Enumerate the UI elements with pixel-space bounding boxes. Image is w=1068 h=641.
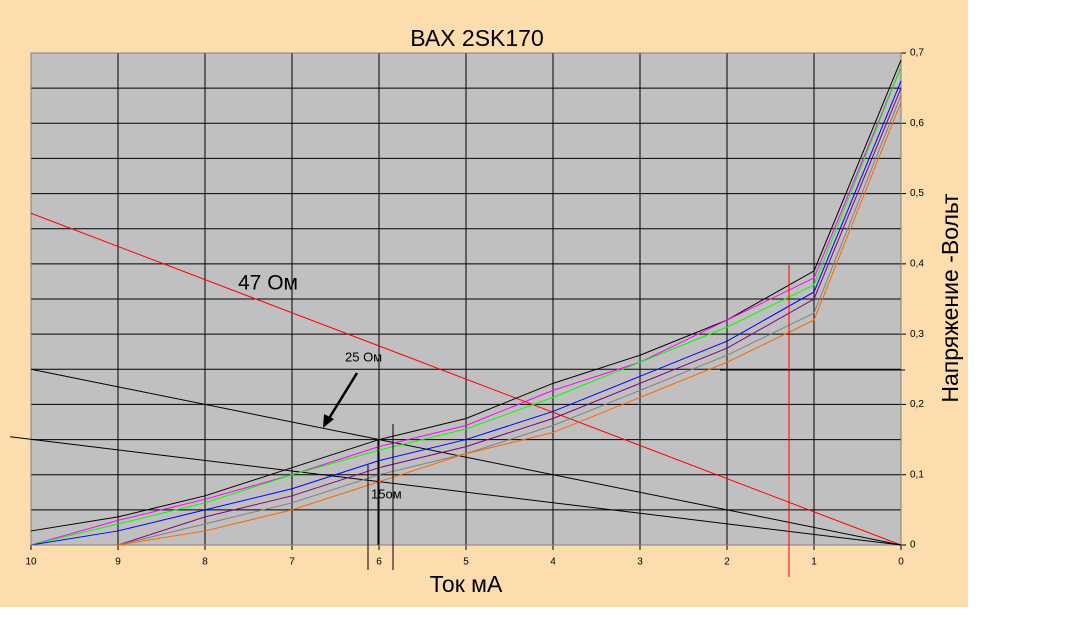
y-tick-label: 0,1 <box>910 469 924 480</box>
arrow <box>326 372 359 421</box>
load-line <box>10 436 902 546</box>
x-tick-label: 1 <box>811 557 817 568</box>
x-tick-label: 7 <box>289 557 295 568</box>
arrow-head <box>323 414 334 428</box>
series-line <box>117 102 902 546</box>
y-tick-label: 0,4 <box>910 258 924 269</box>
chart-title: ВАХ 2SK170 <box>410 25 544 51</box>
x-tick-label: 3 <box>637 557 643 568</box>
marks <box>10 59 902 546</box>
load-line <box>30 212 902 546</box>
annotation: 47 Ом <box>238 272 298 295</box>
series-line <box>31 87 902 546</box>
series-line <box>30 66 902 546</box>
y-tick-label: 0 <box>910 540 916 551</box>
plot-border <box>30 52 902 546</box>
annotation: 25 Ом <box>345 349 382 364</box>
series-line <box>30 66 902 546</box>
y-tick-label: 0,5 <box>910 188 924 199</box>
x-tick-label: 8 <box>202 557 208 568</box>
load-line <box>30 368 902 546</box>
y-tick-label: 0,6 <box>910 118 924 129</box>
x-tick-label: 6 <box>376 557 382 568</box>
x-tick-label: 2 <box>724 557 730 568</box>
y-axis-label: Напряжение -Вольт <box>937 193 963 403</box>
y-tick-label: 0,2 <box>910 399 924 410</box>
x-axis-label: Ток мА <box>430 571 503 597</box>
annotation: 15ом <box>371 486 402 501</box>
x-tick-label: 0 <box>898 557 904 568</box>
y-tick-label: 0,7 <box>910 48 924 59</box>
y-tick-label: 0,3 <box>910 329 924 340</box>
x-tick-label: 5 <box>463 557 469 568</box>
series-line <box>30 80 902 546</box>
x-tick-label: 10 <box>25 557 37 568</box>
series-line <box>30 59 902 532</box>
x-tick-label: 4 <box>550 557 556 568</box>
x-tick-label: 9 <box>115 557 121 568</box>
